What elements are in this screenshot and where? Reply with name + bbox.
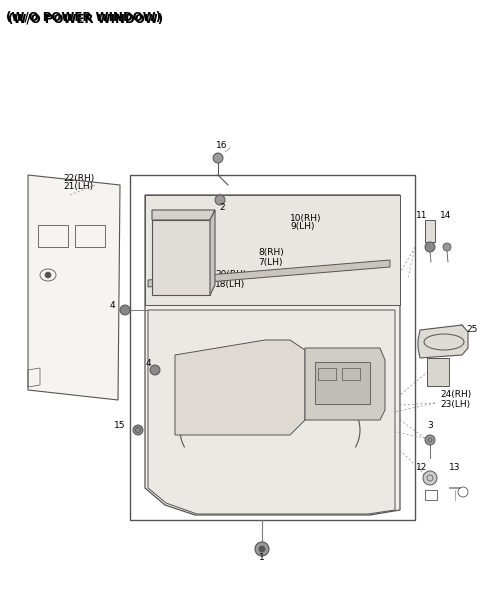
Circle shape	[150, 365, 160, 375]
Bar	[318, 368, 336, 380]
Polygon shape	[145, 195, 400, 515]
Text: 13: 13	[449, 464, 461, 472]
Circle shape	[215, 195, 225, 205]
Text: 15: 15	[114, 421, 126, 429]
Polygon shape	[418, 325, 468, 358]
Text: 22(RH): 22(RH)	[63, 174, 94, 183]
Circle shape	[423, 471, 437, 485]
Circle shape	[133, 425, 143, 435]
Polygon shape	[145, 195, 400, 305]
Polygon shape	[152, 210, 215, 220]
Circle shape	[45, 272, 51, 278]
Circle shape	[425, 435, 435, 445]
Bar	[425, 490, 437, 500]
Polygon shape	[152, 220, 210, 295]
Text: (W/O POWER WINDOW): (W/O POWER WINDOW)	[6, 10, 161, 23]
Text: 9(LH): 9(LH)	[290, 223, 314, 231]
Circle shape	[458, 325, 464, 331]
Text: 12: 12	[416, 464, 428, 472]
Polygon shape	[210, 210, 215, 295]
Text: 8(RH): 8(RH)	[258, 249, 284, 257]
Circle shape	[425, 242, 435, 252]
Circle shape	[443, 243, 451, 251]
Circle shape	[120, 305, 130, 315]
Bar	[315, 362, 370, 404]
Polygon shape	[148, 260, 390, 287]
Text: 10(RH): 10(RH)	[290, 213, 322, 223]
Bar	[425, 220, 435, 242]
Text: 16: 16	[216, 141, 228, 150]
Polygon shape	[305, 348, 385, 420]
Text: 24(RH): 24(RH)	[440, 391, 471, 399]
Bar	[75, 225, 105, 247]
Circle shape	[259, 546, 265, 552]
Text: 20(RH): 20(RH)	[215, 270, 246, 280]
Bar	[342, 368, 360, 380]
Polygon shape	[175, 340, 305, 435]
Text: 25: 25	[466, 326, 478, 335]
Text: 18(LH): 18(LH)	[215, 280, 245, 289]
Text: 7(LH): 7(LH)	[258, 257, 283, 266]
Text: 3: 3	[427, 421, 433, 429]
Text: 14: 14	[440, 210, 452, 220]
Bar	[427, 358, 449, 386]
Text: 1: 1	[259, 554, 265, 562]
Circle shape	[255, 542, 269, 556]
Circle shape	[213, 153, 223, 163]
Text: 2: 2	[219, 203, 225, 211]
Bar	[38, 225, 68, 247]
Polygon shape	[148, 310, 395, 514]
Text: 21(LH): 21(LH)	[63, 183, 93, 191]
Text: 23(LH): 23(LH)	[440, 399, 470, 409]
Bar	[130, 175, 415, 520]
Text: 4: 4	[145, 359, 151, 368]
Polygon shape	[28, 175, 120, 400]
Text: (W/O POWER WINDOW): (W/O POWER WINDOW)	[8, 12, 163, 25]
Text: 4: 4	[109, 300, 115, 309]
Text: 11: 11	[416, 210, 428, 220]
